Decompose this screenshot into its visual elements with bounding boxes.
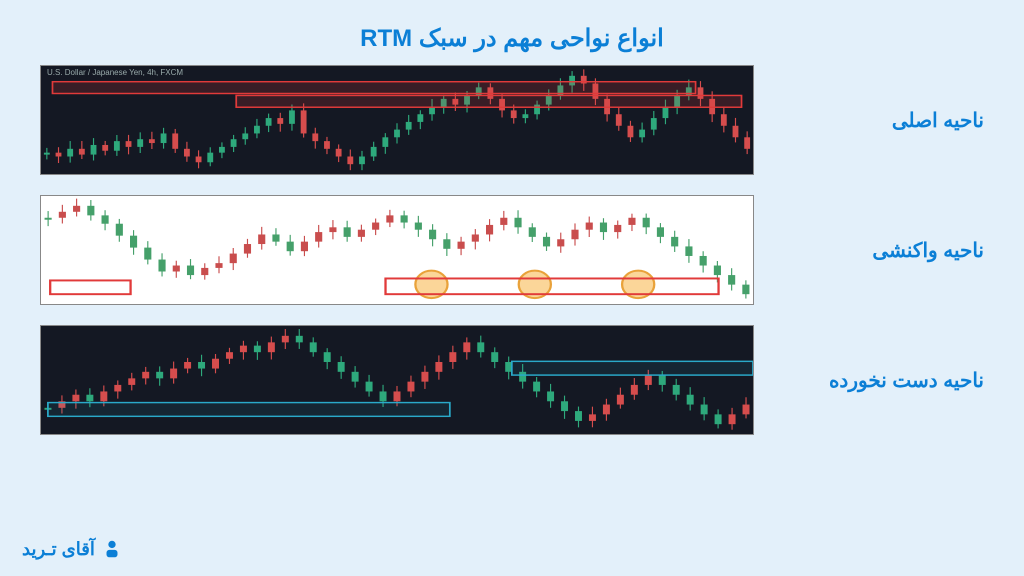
row-1: ناحیه اصلی U.S. Dollar / Japanese Yen, 4… <box>40 65 984 175</box>
brand-logo: آقای تـرید <box>22 538 123 560</box>
row-3: ناحیه دست نخورده <box>40 325 984 435</box>
row-1-label: ناحیه اصلی <box>784 108 984 133</box>
page-title: انواع نواحی مهم در سبک RTM <box>0 0 1024 65</box>
chart-3 <box>40 325 754 435</box>
chart-2 <box>40 195 754 305</box>
chart-1: U.S. Dollar / Japanese Yen, 4h, FXCM <box>40 65 754 175</box>
person-icon <box>101 538 123 560</box>
row-3-label: ناحیه دست نخورده <box>784 368 984 393</box>
row-2: ناحیه واکنشی <box>40 195 984 305</box>
chart-1-header: U.S. Dollar / Japanese Yen, 4h, FXCM <box>47 68 183 77</box>
chart-rows: ناحیه اصلی U.S. Dollar / Japanese Yen, 4… <box>0 65 1024 435</box>
logo-text: آقای تـرید <box>22 539 95 560</box>
row-2-label: ناحیه واکنشی <box>784 238 984 263</box>
